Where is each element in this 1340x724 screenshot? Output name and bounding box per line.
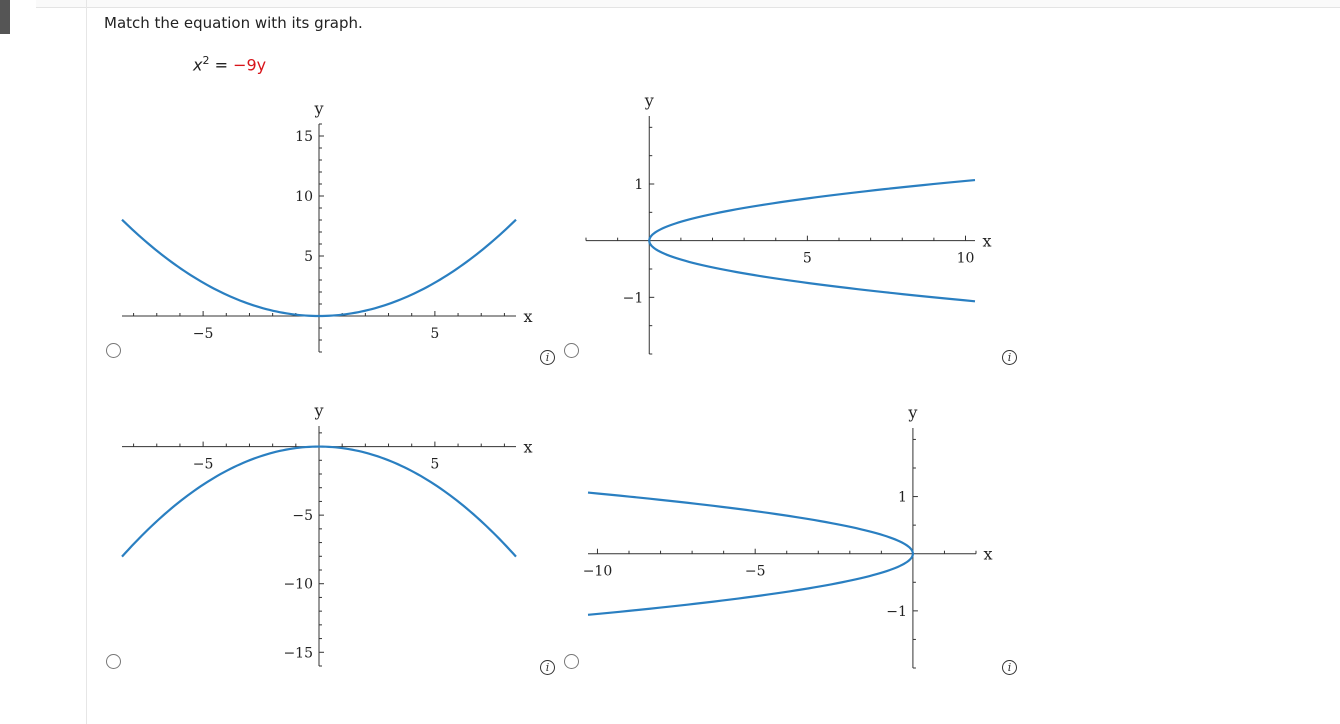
- y-tick-label: −1: [623, 290, 644, 306]
- info-icon-1[interactable]: i: [540, 350, 555, 365]
- x-axis-label: x: [982, 232, 991, 251]
- equation: x2 = −9y: [193, 54, 266, 74]
- info-icon-4[interactable]: i: [1002, 660, 1017, 675]
- equation-rhs: −9y: [233, 55, 267, 75]
- y-axis-label: y: [313, 401, 323, 420]
- answer-radio-1[interactable]: [106, 343, 121, 358]
- y-tick-label: 15: [295, 129, 313, 145]
- x-tick-label: 10: [957, 251, 975, 267]
- graph-option-2: 5 10 1 −1 x y: [580, 84, 1000, 360]
- x-tick-label: −10: [583, 564, 613, 580]
- x-tick-label: −5: [193, 457, 214, 473]
- x-axis-label: x: [983, 545, 992, 564]
- y-tick-label: 1: [898, 490, 907, 506]
- info-icon-3[interactable]: i: [540, 660, 555, 675]
- x-tick-label: 5: [430, 457, 439, 473]
- graph-option-1: −5 5 5 10 15 x y: [104, 84, 544, 360]
- y-tick-label: −15: [283, 645, 313, 661]
- content-left-border: [86, 0, 87, 724]
- y-tick-label: 1: [634, 177, 643, 193]
- graph-3-svg: −5 5 −5 −10 −15 x y: [121, 401, 533, 667]
- graph-2-svg: 5 10 1 −1 x y: [585, 91, 992, 355]
- y-axis-label: y: [907, 403, 917, 422]
- left-accent-bar: [0, 0, 10, 34]
- y-axis-label: y: [313, 99, 323, 118]
- graph-option-3: −5 5 −5 −10 −15 x y: [104, 396, 544, 672]
- x-axis-label: x: [523, 438, 532, 457]
- y-tick-label: 5: [304, 249, 313, 265]
- x-axis-label: x: [523, 307, 532, 326]
- x-tick-label: −5: [193, 326, 214, 342]
- parabola-curve: [121, 445, 517, 558]
- y-tick-label: −5: [292, 508, 313, 524]
- info-icon-2[interactable]: i: [1002, 350, 1017, 365]
- question-prompt: Match the equation with its graph.: [104, 14, 363, 32]
- parabola-curve: [648, 178, 976, 303]
- graph-4-svg: −10 −5 1 −1 x y: [583, 403, 993, 669]
- y-axis-label: y: [644, 91, 654, 110]
- x-tick-label: −5: [745, 564, 766, 580]
- parabola-curve: [587, 491, 915, 616]
- x-tick-label: 5: [803, 251, 812, 267]
- y-tick-label: −1: [886, 604, 907, 620]
- answer-radio-2[interactable]: [564, 343, 579, 358]
- top-strip: [36, 0, 1340, 8]
- answer-radio-4[interactable]: [564, 654, 579, 669]
- y-tick-label: −10: [283, 577, 313, 593]
- answer-radio-3[interactable]: [106, 654, 121, 669]
- equation-lhs-base: x: [193, 55, 203, 75]
- graph-1-svg: −5 5 5 10 15 x y: [121, 99, 533, 353]
- equation-lhs-exponent: 2: [202, 54, 210, 67]
- parabola-curve: [121, 218, 517, 318]
- equation-equals: =: [214, 55, 228, 75]
- x-tick-label: 5: [430, 326, 439, 342]
- graph-option-4: −10 −5 1 −1 x y: [580, 396, 1000, 672]
- y-tick-label: 10: [295, 189, 313, 205]
